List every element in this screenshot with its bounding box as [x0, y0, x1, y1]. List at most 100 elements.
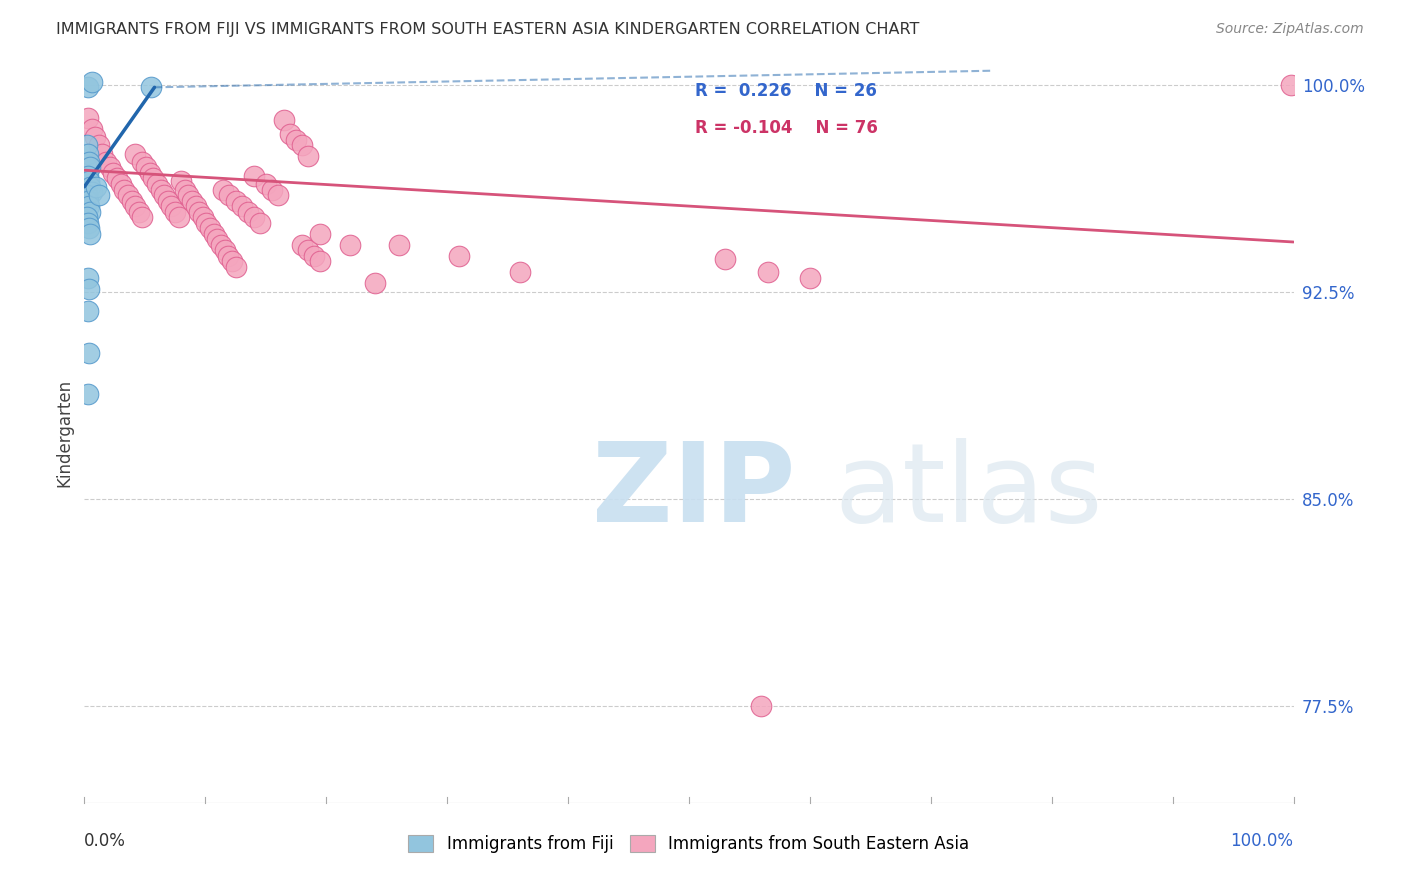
Point [751, 699, 773, 714]
Point [218, 188, 240, 202]
Point [339, 237, 361, 252]
Point [167, 210, 190, 224]
Point [77, 154, 100, 169]
Point [77, 282, 100, 296]
Point [212, 182, 235, 196]
Point [86, 179, 108, 194]
Point [225, 194, 247, 208]
Point [105, 171, 128, 186]
Point [103, 166, 125, 180]
Point [77, 174, 100, 188]
Point [449, 249, 471, 263]
Point [135, 161, 157, 175]
Point [242, 169, 264, 183]
Point [260, 182, 283, 196]
Point [94, 154, 117, 169]
Point [124, 146, 146, 161]
Point [156, 194, 179, 208]
Point [184, 199, 207, 213]
Point [79, 227, 101, 241]
Point [77, 169, 100, 183]
Point [297, 244, 319, 258]
Text: Source: ZipAtlas.com: Source: ZipAtlas.com [1216, 22, 1364, 37]
Point [214, 244, 236, 258]
Point [80, 186, 103, 200]
Point [138, 166, 160, 180]
Point [297, 149, 319, 163]
Point [153, 188, 176, 202]
Point [309, 227, 332, 241]
Point [77, 194, 100, 208]
Point [98, 161, 121, 175]
Point [225, 260, 247, 274]
Point [76, 188, 98, 202]
Point [217, 249, 239, 263]
Point [209, 237, 232, 252]
Point [77, 216, 100, 230]
Point [79, 161, 101, 175]
Point [128, 204, 150, 219]
Point [254, 177, 277, 191]
Point [84, 130, 107, 145]
Point [195, 216, 218, 230]
Point [149, 182, 172, 196]
Point [1279, 78, 1302, 92]
Point [77, 80, 100, 95]
Point [207, 232, 229, 246]
Point [756, 265, 779, 279]
Point [77, 146, 100, 161]
Point [267, 188, 290, 202]
Point [146, 177, 169, 191]
Point [77, 199, 100, 213]
Point [79, 204, 101, 219]
Point [242, 210, 264, 224]
Text: IMMIGRANTS FROM FIJI VS IMMIGRANTS FROM SOUTH EASTERN ASIA KINDERGARTEN CORRELAT: IMMIGRANTS FROM FIJI VS IMMIGRANTS FROM … [56, 22, 920, 37]
Text: 0.0%: 0.0% [84, 832, 127, 850]
Point [80, 75, 103, 89]
Point [284, 133, 308, 147]
Point [112, 182, 135, 196]
Point [509, 265, 531, 279]
Text: R = -0.104    N = 76: R = -0.104 N = 76 [695, 119, 877, 136]
Text: ZIP: ZIP [592, 438, 796, 545]
Point [117, 188, 139, 202]
Point [273, 113, 295, 128]
Point [77, 271, 100, 285]
Point [142, 171, 165, 186]
Point [221, 254, 243, 268]
Point [302, 249, 325, 263]
Point [188, 204, 211, 219]
Point [278, 128, 301, 142]
Y-axis label: Kindergarten: Kindergarten [55, 378, 73, 487]
Point [170, 174, 193, 188]
Point [363, 277, 385, 291]
Point [87, 188, 110, 202]
Point [181, 194, 204, 208]
Text: atlas: atlas [834, 438, 1102, 545]
Point [202, 227, 225, 241]
Point [77, 304, 100, 318]
Point [79, 179, 101, 194]
Text: 100.0%: 100.0% [1230, 832, 1294, 850]
Text: R =  0.226    N = 26: R = 0.226 N = 26 [695, 82, 877, 100]
Legend: Immigrants from Fiji, Immigrants from South Eastern Asia: Immigrants from Fiji, Immigrants from So… [401, 826, 977, 861]
Point [160, 199, 183, 213]
Point [77, 387, 100, 401]
Point [76, 138, 98, 153]
Point [191, 210, 214, 224]
Point [121, 194, 143, 208]
Point [110, 177, 132, 191]
Point [198, 221, 221, 235]
Point [309, 254, 332, 268]
Point [124, 199, 146, 213]
Point [714, 252, 737, 266]
Point [388, 237, 411, 252]
Point [249, 216, 271, 230]
Point [139, 80, 162, 95]
Point [80, 121, 103, 136]
Point [173, 182, 195, 196]
Point [165, 204, 187, 219]
Point [87, 138, 110, 153]
Point [231, 199, 253, 213]
Point [77, 111, 100, 125]
